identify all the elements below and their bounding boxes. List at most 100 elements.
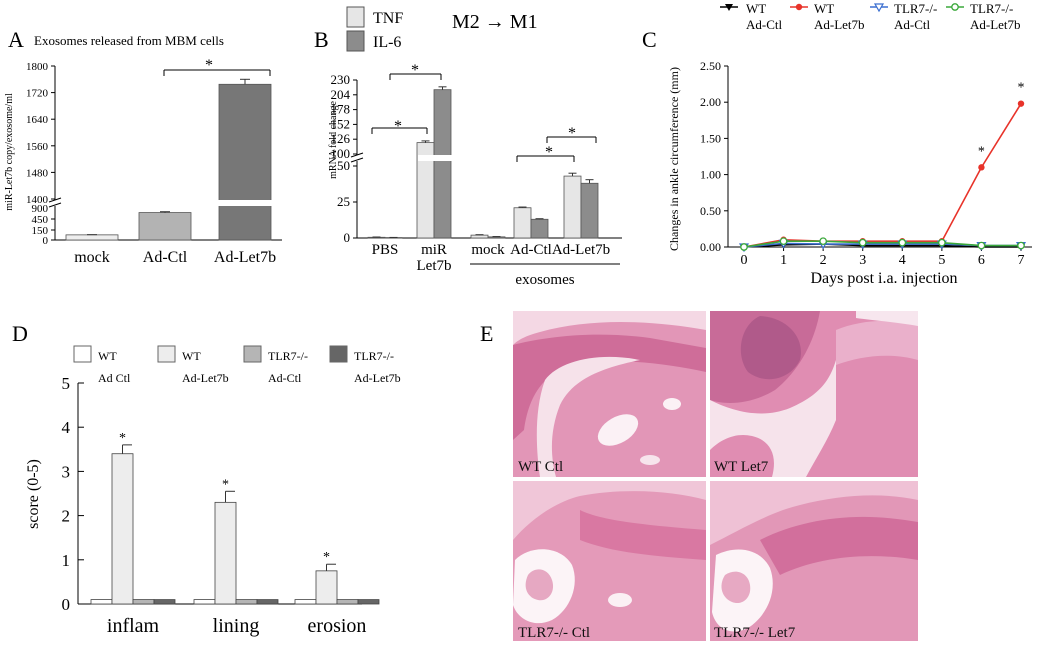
panel-b-ytick-label: 50 xyxy=(337,158,350,173)
panel-c-ytick-label: 0.00 xyxy=(700,240,721,254)
panel-b-legend-label: TNF xyxy=(373,10,403,27)
panel-b-xlabel: Let7b xyxy=(417,258,452,274)
panel-c-chart: WTAd-CtlWTAd-Let7bTLR7-/-Ad-CtlTLR7-/-Ad… xyxy=(667,1,1032,287)
panel-a-ytick-label: 450 xyxy=(32,214,49,226)
panel-c-legend-marker xyxy=(951,3,959,11)
panel-c-legend-label: Ad-Ctl xyxy=(746,17,783,32)
histology-tile-tlr7-ctl: TLR7-/- Ctl xyxy=(513,481,706,641)
panel-d-legend-swatch xyxy=(157,345,176,363)
panel-a-xlabel: mock xyxy=(74,249,110,266)
panel-d-ytick-label: 1 xyxy=(62,551,71,570)
panel-c-xtick-label: 6 xyxy=(978,253,985,268)
panel-c-point xyxy=(740,243,748,251)
histology-label-tlr7-let7: TLR7-/- Let7 xyxy=(714,625,796,641)
panel-a-ytick-label: 1480 xyxy=(26,167,49,179)
panel-a-bar-ad-let7b xyxy=(218,83,272,241)
panel-d-bar xyxy=(111,453,134,605)
panel-b-xlabel: mock xyxy=(471,242,505,258)
panel-b-xlabel: miR xyxy=(421,242,447,258)
panel-d-bar xyxy=(256,599,279,605)
panel-c-ytick-label: 2.00 xyxy=(700,95,721,109)
panel-a-ytick-label: 1800 xyxy=(26,61,49,73)
panel-d-legend-swatch xyxy=(73,345,92,363)
panel-b-legend-swatch xyxy=(346,6,365,28)
panel-b-significance: * * * * xyxy=(371,62,597,162)
panel-c-xtick-label: 0 xyxy=(741,253,748,268)
panel-b-title: M2 → M1 xyxy=(452,11,538,33)
panel-d-star: * xyxy=(323,550,330,565)
panel-a-ytick-label: 1720 xyxy=(26,88,49,100)
panel-d-xlabel: inflam xyxy=(107,615,160,637)
panel-letter-c: C xyxy=(642,27,657,52)
panel-a-ytick-label: 1640 xyxy=(26,114,49,126)
panel-c-point xyxy=(977,241,986,250)
panel-c-point xyxy=(779,237,788,246)
panel-c-xlabel: Days post i.a. injection xyxy=(810,270,957,287)
panel-d-ytick-label: 5 xyxy=(62,374,71,393)
panel-c-legend-label: TLR7-/- xyxy=(894,1,937,16)
panel-e-histology: WT Ctl WT Let7 TLR7-/- Ctl xyxy=(513,311,918,641)
panel-c-star: * xyxy=(978,144,985,159)
panel-c-legend-marker xyxy=(795,3,803,11)
panel-a-ytick-label: 1560 xyxy=(26,141,49,153)
panel-a-title: Exosomes released from MBM cells xyxy=(34,33,224,48)
panel-b-group-caption: exosomes xyxy=(515,272,574,288)
panel-a-bar-break xyxy=(218,200,272,206)
panel-d-bar xyxy=(153,599,176,605)
panel-d-legend-label: Ad-Ctl xyxy=(268,371,302,385)
histology-tile-tlr7-let7: TLR7-/- Let7 xyxy=(710,481,918,641)
panel-b-bar xyxy=(470,234,489,239)
panel-b-bar xyxy=(563,175,582,239)
panel-b-ytick-label: 204 xyxy=(331,87,351,102)
panel-d-bar xyxy=(132,599,155,605)
panel-d-star: * xyxy=(222,477,229,492)
panel-c-xtick-label: 4 xyxy=(899,253,906,268)
panel-b-bar xyxy=(530,218,549,239)
panel-a-bar-mock xyxy=(65,234,119,241)
panel-b-bar xyxy=(433,89,452,239)
panel-c-legend-label: WT xyxy=(746,1,766,16)
panel-b-star-4: * xyxy=(568,125,576,142)
panel-d-ytick-label: 4 xyxy=(62,418,71,437)
panel-b-bar xyxy=(580,182,599,239)
panel-letter-d: D xyxy=(12,321,28,346)
histology-label-wt-ctl: WT Ctl xyxy=(518,459,563,475)
histology-tile-wt-let7: WT Let7 xyxy=(710,311,918,477)
panel-d-legend-swatch xyxy=(243,345,262,363)
panel-b-ytick-label: 152 xyxy=(331,116,351,131)
panel-c-xtick-label: 2 xyxy=(820,253,827,268)
panel-d-bar xyxy=(357,599,380,605)
panel-d-bar xyxy=(193,599,216,605)
panel-d-bar xyxy=(294,599,317,605)
panel-c-xtick-label: 1 xyxy=(780,253,787,268)
panel-b-ytick-label: 126 xyxy=(331,131,351,146)
panel-a-xlabel: Ad-Let7b xyxy=(214,249,276,266)
panel-b-ytick-label: 230 xyxy=(331,72,351,87)
panel-b-ytick-label: 0 xyxy=(344,230,351,245)
panel-a-ytick-label: 1400 xyxy=(26,194,49,206)
panel-d-bar xyxy=(336,599,359,605)
panel-letter-e: E xyxy=(480,321,493,346)
panel-b-chart: M2 → M1 TNF IL-6 mRNA fold change 0 25 5010… xyxy=(328,6,622,288)
panel-c-legend-marker xyxy=(873,3,885,13)
panel-d-xlabel: lining xyxy=(213,615,260,637)
panel-d-legend-label: Ad-Let7b xyxy=(182,371,229,385)
panel-b-ylabel: mRNA fold change xyxy=(328,101,339,179)
panel-d-bar xyxy=(315,570,338,605)
panel-d-star: * xyxy=(119,431,126,446)
panel-c-legend-label: Ad-Let7b xyxy=(970,17,1021,32)
panel-d-legend-label: TLR7-/- xyxy=(268,349,308,363)
panel-d-legend-label: Ad-Let7b xyxy=(354,371,401,385)
panel-d-legend-label: WT xyxy=(98,349,117,363)
panel-a-chart: Exosomes released from MBM cells miR-Let… xyxy=(4,33,286,266)
panel-c-point xyxy=(858,238,867,247)
panel-c-legend-marker xyxy=(725,4,733,11)
panel-c-ytick-label: 1.00 xyxy=(700,168,721,182)
panel-a-ytick-label: 900 xyxy=(32,203,49,215)
panel-a-significance: * xyxy=(163,57,271,76)
panel-b-xlabel: Ad-Let7b xyxy=(552,242,610,258)
panel-b-exosome-bracket: exosomes xyxy=(470,263,620,288)
panel-b-star-2: * xyxy=(411,62,419,79)
panel-d-ytick-label: 2 xyxy=(62,507,71,526)
